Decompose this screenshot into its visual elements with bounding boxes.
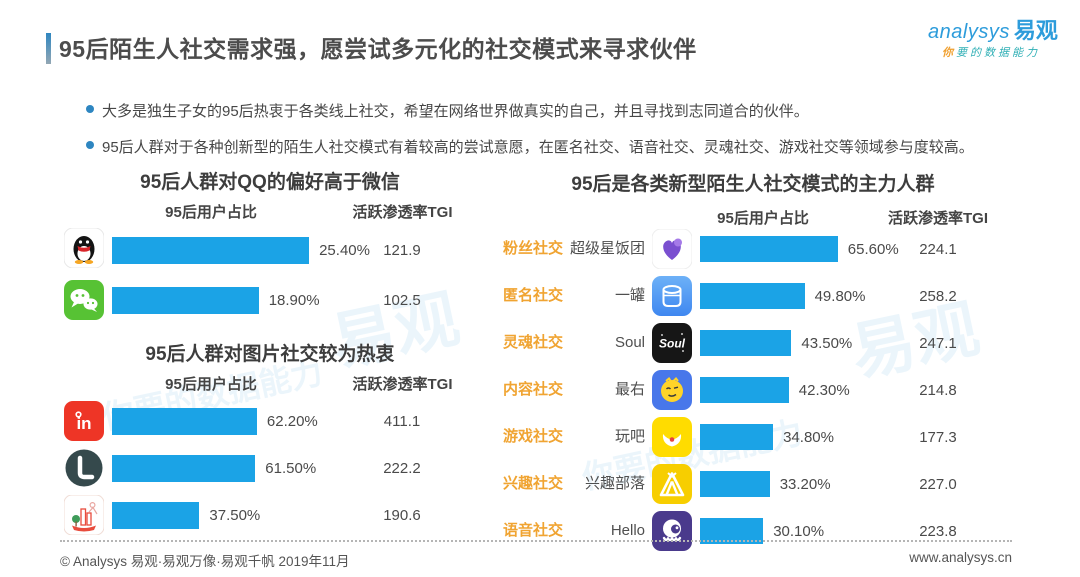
jar-icon [652, 276, 692, 316]
app-name: 兴趣部落 [584, 475, 645, 492]
page-title: 95后陌生人社交需求强，愿尝试多元化的社交模式来寻求伙伴 [59, 36, 697, 62]
app-name: 超级星饭团 [569, 240, 645, 257]
bullet-point: 95后人群对于各种创新型的陌生人社交模式有着较高的尝试意愿，在匿名社交、语音社交… [102, 139, 974, 156]
bullet-dot [86, 141, 94, 149]
app-name: 一罐 [614, 287, 645, 304]
chart3-col-share: 95后用户占比 [717, 210, 809, 227]
tent-icon [652, 464, 692, 504]
wanba-smile-icon [652, 417, 692, 457]
share-value: 37.50% [209, 507, 261, 524]
bar-share [112, 502, 200, 529]
tgi-value: 247.1 [919, 335, 957, 352]
tgi-value: 121.9 [383, 242, 421, 259]
logo-tagline: 你要的数据能力 [928, 48, 1073, 59]
chart1-col-share: 95后用户占比 [165, 204, 257, 221]
chart3-col-tgi: 活跃渗透率TGI [888, 210, 988, 227]
category-label: 粉丝社交 [503, 240, 564, 257]
app-name: 最右 [614, 381, 645, 398]
soul-icon: Soul [652, 323, 692, 363]
bar-share [112, 455, 256, 482]
bar-share [700, 283, 805, 309]
city-illustration-icon [64, 495, 104, 535]
category-label: 游戏社交 [503, 428, 564, 445]
bullet-point: 大多是独生子女的95后热衷于各类线上社交，希望在网络世界做真实的自己，并且寻找到… [102, 103, 809, 120]
zuiyou-face-icon [652, 370, 692, 410]
svg-text:in: in [76, 414, 91, 433]
tgi-value: 177.3 [919, 429, 957, 446]
bar-share [112, 237, 310, 264]
logo-brand: analysys 易观 [928, 18, 1073, 43]
share-value: 61.50% [265, 460, 317, 477]
app-name: Hello [610, 522, 645, 539]
share-value: 25.40% [319, 242, 370, 259]
tgi-value: 258.2 [919, 288, 957, 305]
watermark-text: 易观 [324, 282, 466, 380]
share-value: 43.50% [801, 334, 853, 352]
share-value: 33.20% [779, 475, 831, 493]
bullet-dot [86, 105, 94, 113]
category-label: 语音社交 [503, 522, 564, 539]
bar-share [700, 471, 770, 497]
analysys-logo: analysys 易观 你要的数据能力 [928, 20, 1073, 59]
bar-share [112, 408, 257, 435]
lofter-icon [64, 448, 104, 488]
bar-share [700, 377, 789, 403]
bar-share [112, 287, 259, 314]
share-value: 42.30% [798, 381, 850, 399]
logo-tagline-highlight: 你 [942, 47, 956, 59]
logo-brand-en: analysys [928, 21, 1010, 43]
chart1-col-tgi: 活跃渗透率TGI [352, 204, 453, 221]
share-value: 62.20% [266, 413, 318, 430]
qq-icon [64, 228, 104, 268]
tgi-value: 223.8 [919, 523, 957, 540]
footer-divider [60, 540, 1012, 542]
share-value: 65.60% [847, 240, 899, 258]
bar-share [700, 330, 792, 356]
category-label: 匿名社交 [503, 287, 564, 304]
title-accent-bar [46, 33, 51, 64]
logo-brand-cn: 易观 [1013, 18, 1058, 43]
category-label: 兴趣社交 [503, 475, 564, 492]
chart3-title: 95后是各类新型陌生人社交模式的主力人群 [571, 174, 935, 195]
app-name: 玩吧 [614, 428, 645, 445]
svg-text:Soul: Soul [659, 337, 686, 351]
chart2-title: 95后人群对图片社交较为热衷 [145, 344, 395, 365]
footer-copyright: © Analysys 易观·易观万像·易观千帆 2019年11月 [60, 554, 350, 569]
share-value: 18.90% [268, 292, 320, 309]
chart1-title: 95后人群对QQ的偏好高于微信 [140, 172, 400, 193]
chart2-col-tgi: 活跃渗透率TGI [352, 376, 453, 393]
tgi-value: 214.8 [919, 382, 957, 399]
footer-url: www.analysys.cn [909, 550, 1012, 565]
bar-share [700, 518, 764, 544]
share-value: 49.80% [814, 287, 866, 305]
tgi-value: 227.0 [919, 476, 957, 493]
share-value: 34.80% [783, 428, 834, 446]
tgi-value: 190.6 [383, 507, 421, 524]
tgi-value: 411.1 [383, 413, 421, 430]
share-value: 30.10% [773, 522, 825, 540]
bar-share [700, 236, 838, 262]
logo-tagline-rest: 要的数据能力 [956, 47, 1040, 59]
chart2-col-share: 95后用户占比 [165, 376, 257, 393]
tgi-value: 224.1 [919, 241, 957, 258]
category-label: 灵魂社交 [503, 334, 564, 351]
purple-heart-icon [652, 229, 692, 269]
app-name: Soul [614, 334, 645, 351]
tgi-value: 222.2 [383, 460, 421, 477]
tgi-value: 102.5 [383, 292, 421, 309]
category-label: 内容社交 [503, 381, 564, 398]
wechat-icon [64, 280, 104, 320]
octopus-icon [652, 511, 692, 551]
in-app-icon: in [64, 401, 104, 441]
bar-share [700, 424, 774, 450]
